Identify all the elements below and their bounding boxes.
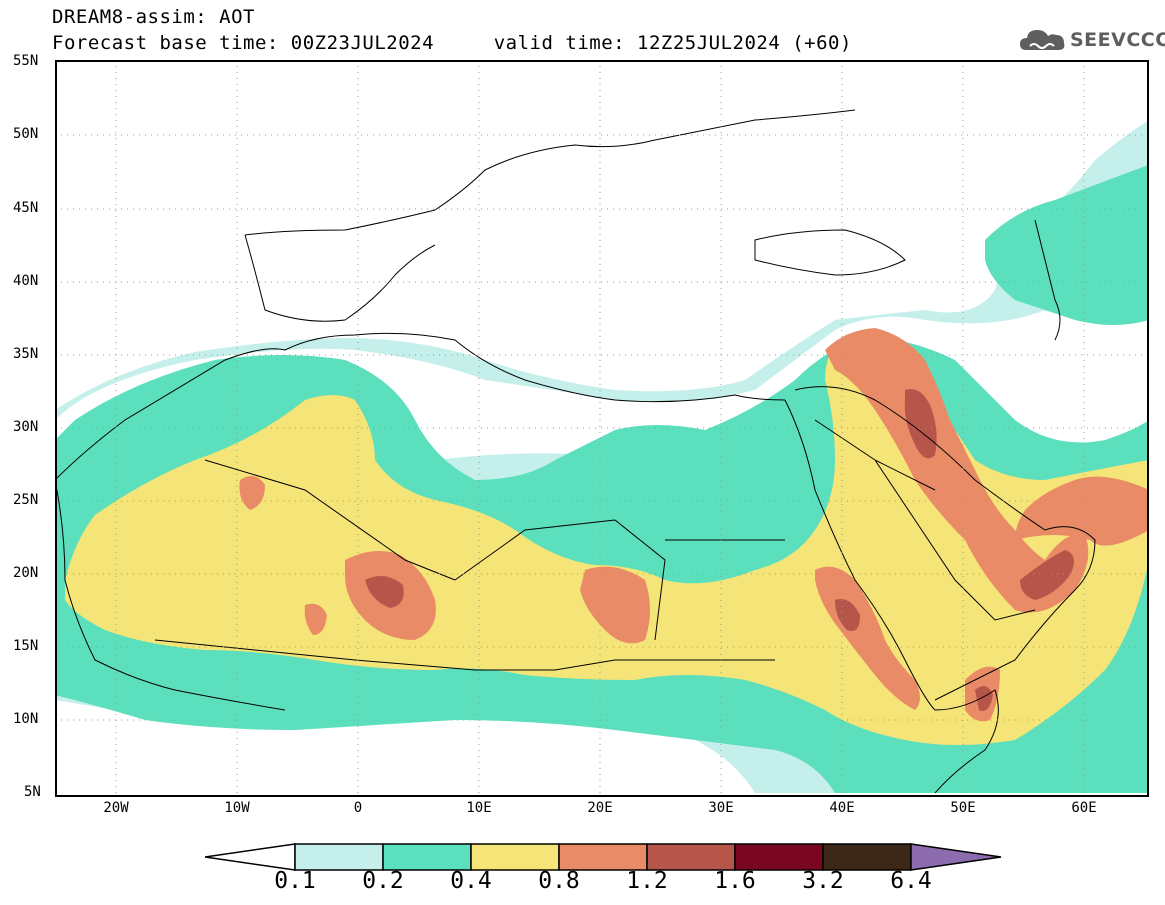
- coastlines: [55, 109, 1096, 793]
- colorbar-label: 0.2: [362, 868, 404, 894]
- aot-contour-1.2: [835, 599, 860, 631]
- colorbar-segment: [294, 843, 384, 871]
- aot-contour-0.8: [304, 603, 327, 635]
- lon-label: 60E: [1071, 800, 1097, 816]
- lon-label: 10W: [224, 800, 250, 816]
- colorbar-label: 0.4: [450, 868, 492, 894]
- aot-contour-0.8: [239, 476, 265, 510]
- lat-label: 50N: [13, 126, 39, 142]
- lat-label: 20N: [13, 565, 39, 581]
- colorbar-segment: [734, 843, 824, 871]
- border-sahel: [154, 639, 775, 671]
- aot-contour-1.2: [904, 389, 937, 459]
- aot-contour-0.1: [55, 120, 1149, 420]
- coastline-north-africa: [284, 332, 786, 403]
- lon-label: 10E: [466, 800, 492, 816]
- coastline-arabia: [794, 386, 1096, 701]
- lon-label: 30E: [708, 800, 734, 816]
- lon-label: 20W: [103, 800, 129, 816]
- colorbar-label: 6.4: [890, 868, 932, 894]
- aot-field: [55, 120, 1149, 793]
- colorbar-label: 1.6: [714, 868, 756, 894]
- lon-label: 40E: [829, 800, 855, 816]
- lat-label: 55N: [13, 53, 39, 69]
- aot-contour-0.8: [580, 566, 650, 644]
- lat-label: 35N: [13, 346, 39, 362]
- aot-contour-1.2: [1020, 550, 1074, 600]
- aot-contour-0.8: [1015, 476, 1149, 546]
- colorbar-label: 0.1: [274, 868, 316, 894]
- lat-label: 45N: [13, 200, 39, 216]
- colorbar-segment: [558, 843, 648, 871]
- colorbar-label: 3.2: [802, 868, 844, 894]
- cloud-icon: [1020, 30, 1065, 50]
- colorbar-segment: [470, 843, 560, 871]
- colorbar: [205, 843, 1002, 871]
- coastline-caspian: [1034, 219, 1061, 341]
- lon-label: 0: [353, 800, 363, 816]
- lat-label: 30N: [13, 419, 39, 435]
- lon-label: 20E: [587, 800, 613, 816]
- grid: [55, 60, 1149, 793]
- lat-label: 25N: [13, 492, 39, 508]
- colorbar-over-triangle: [910, 843, 1002, 871]
- lon-label: 50E: [950, 800, 976, 816]
- lat-label: 15N: [13, 638, 39, 654]
- aot-contour-0.8: [825, 328, 1089, 613]
- coastline-iberia: [244, 234, 436, 322]
- map-area: [55, 60, 1149, 793]
- coastline-black-sea: [754, 229, 906, 276]
- coastline-west-africa: [55, 348, 286, 711]
- colorbar-segment: [382, 843, 472, 871]
- lat-label: 40N: [13, 273, 39, 289]
- lat-label: 5N: [24, 784, 41, 800]
- colorbar-segment: [822, 843, 912, 871]
- map-title: DREAM8-assim: AOT: [52, 6, 255, 28]
- coastline-red-sea: [784, 399, 936, 711]
- colorbar-label: 1.2: [626, 868, 668, 894]
- aot-contour-0.2: [985, 165, 1149, 325]
- colorbar-under-triangle: [205, 843, 296, 871]
- border-sahara: [204, 459, 785, 641]
- aot-contour-1.2: [365, 576, 404, 608]
- colorbar-label: 0.8: [538, 868, 580, 894]
- coastline-europe: [244, 109, 856, 236]
- lat-label: 10N: [13, 711, 39, 727]
- logo-text: SEEVCCC: [1070, 29, 1165, 51]
- forecast-time-info: Forecast base time: 00Z23JUL2024 valid t…: [52, 32, 852, 54]
- seevccc-logo: SEEVCCC: [1018, 24, 1165, 56]
- colorbar-segment: [646, 843, 736, 871]
- border-arabia: [814, 419, 1036, 621]
- aot-contour-1.2: [975, 686, 993, 711]
